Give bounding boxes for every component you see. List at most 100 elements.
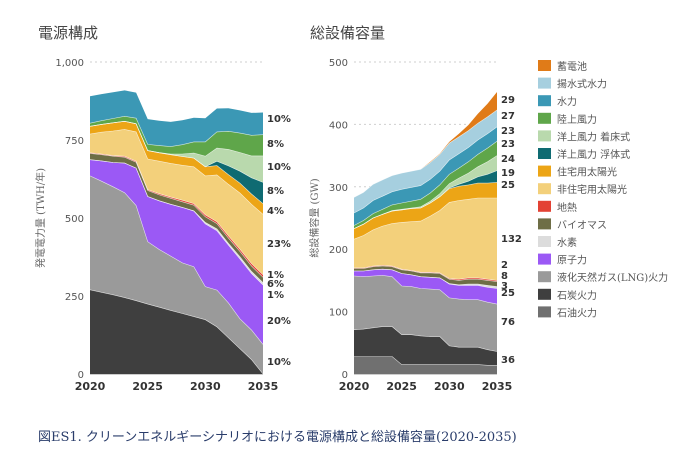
chart2-x-tick: 2030	[434, 380, 465, 393]
chart1-end-label: 10%	[267, 114, 291, 125]
chart1-y-tick: 750	[65, 136, 84, 147]
chart2-y-tick: 200	[329, 245, 348, 256]
chart1-band-edge	[89, 115, 264, 147]
chart2-band-edge	[354, 265, 498, 281]
chart1-y-tick: 250	[65, 292, 84, 303]
chart1-ylabel: 発電電力量 (TWH/年)	[34, 168, 47, 268]
legend-label: 非住宅用太陽光	[557, 183, 627, 196]
chart2-end-label: 36	[501, 355, 515, 366]
chart1-area-10	[90, 116, 263, 157]
legend-swatch	[538, 253, 551, 265]
legend-label: 液化天然ガス(LNG)火力	[557, 271, 668, 284]
legend-label: 洋上風力 浮体式	[557, 148, 630, 161]
chart1-area-1	[90, 175, 263, 374]
chart2-end-label: 2	[501, 260, 508, 271]
chart2-band-edge	[354, 356, 497, 366]
chart2-y-tick: 0	[342, 370, 348, 381]
legend-label: 原子力	[557, 254, 587, 267]
chart1-plot	[89, 90, 264, 375]
chart1-x-tick: 2035	[248, 380, 279, 393]
chart2-y-tick: 300	[329, 183, 348, 194]
chart2-area-9	[354, 170, 497, 229]
chart2-area-11	[354, 141, 497, 229]
chart1-y-tick: 1,000	[55, 58, 84, 69]
legend-swatch	[538, 60, 551, 71]
chart1-end-label: 23%	[267, 239, 291, 250]
chart2-end-label: 19	[501, 168, 515, 179]
chart2-band-edge	[353, 126, 498, 214]
chart1-x-tick: 2025	[132, 380, 163, 393]
chart2-end-label: 25	[501, 180, 515, 191]
chart1-band-edge	[89, 159, 264, 283]
chart2-area-12	[354, 126, 497, 226]
chart2-end-label: 3	[501, 281, 508, 292]
chart2-band-edge	[354, 268, 498, 287]
chart2-ylabel: 総設備容量 (GW)	[308, 178, 321, 257]
chart2-band-edge	[353, 275, 498, 305]
chart1-area-9	[90, 121, 263, 183]
legend-swatch	[538, 306, 551, 318]
chart2-band-edge	[353, 109, 498, 198]
chart2-y-tick: 100	[329, 308, 348, 319]
chart1-area-7	[90, 121, 263, 215]
chart2-end-label: 23	[501, 139, 515, 150]
chart2-end-label: 132	[501, 234, 522, 245]
chart1-band-edge	[89, 152, 264, 276]
chart2-band-edge	[353, 326, 498, 352]
legend-swatch	[538, 148, 551, 159]
legend-swatch	[538, 165, 551, 177]
chart1-area-2	[90, 159, 263, 345]
chart2-x-tick: 2035	[482, 380, 513, 393]
legend-label: 洋上風力 着床式	[557, 130, 630, 143]
chart2-y-tick: 500	[329, 58, 348, 69]
chart1-band-edge	[89, 153, 264, 278]
legend-swatch	[538, 236, 551, 247]
chart2-area-5	[354, 266, 497, 287]
chart1-end-label: 20%	[267, 316, 291, 327]
legend-swatch	[538, 200, 551, 212]
legend-label: 石炭火力	[557, 289, 597, 302]
legend-swatch	[538, 183, 551, 195]
chart2-plot	[353, 92, 498, 374]
chart2-band-edge	[353, 140, 498, 226]
legend-swatch	[538, 77, 551, 89]
legend-swatch	[538, 271, 551, 283]
chart2-end-label: 25	[501, 288, 515, 299]
figure-caption: 図ES1. クリーンエネルギーシナリオにおける電源構成と総設備容量(2020-2…	[38, 430, 517, 445]
legend-label: 蓄電池	[557, 60, 587, 73]
legend-label: 陸上風力	[557, 113, 597, 126]
chart1-end-label: 10%	[267, 162, 291, 173]
chart1-area-6	[90, 129, 263, 275]
chart2-area-8	[354, 182, 497, 240]
chart1-share-labels: 10% 8% 10% 8% 4% 23% 1%6%1% 20% 10%	[267, 114, 291, 368]
chart1-x-tick: 2020	[75, 380, 106, 393]
chart2-end-label: 29	[501, 95, 515, 106]
chart2-band-edge	[353, 197, 497, 240]
chart1-band-edge	[89, 120, 263, 157]
legend-label: バイオマス	[557, 219, 607, 231]
chart1-end-label: 10%	[267, 357, 291, 368]
chart2-end-label: 27	[501, 111, 515, 122]
legend-label: 揚水式水力	[557, 78, 607, 91]
chart1-band-edge	[89, 289, 264, 375]
legend-label: 石油火力	[557, 306, 597, 319]
chart1-end-label: 1%	[267, 290, 284, 301]
chart2-area-0	[354, 356, 497, 374]
chart1-end-label: 1%	[267, 270, 284, 281]
chart2-end-label: 8	[501, 271, 508, 282]
chart1-band-edge	[89, 175, 264, 345]
legend-swatch	[538, 112, 551, 124]
legend-label: 水力	[557, 95, 577, 108]
chart1-band-edge	[89, 129, 264, 215]
chart1-end-label: 4%	[267, 206, 284, 217]
chart1-end-label: 6%	[267, 279, 284, 290]
legend-swatch	[538, 95, 551, 107]
chart1-end-label: 8%	[267, 139, 284, 150]
chart1-title: 電源構成	[38, 24, 98, 42]
chart2-area-2	[354, 275, 497, 352]
chart2-area-13	[354, 110, 497, 213]
legend-swatch	[538, 218, 551, 230]
chart2-x-tick: 2020	[339, 380, 370, 393]
